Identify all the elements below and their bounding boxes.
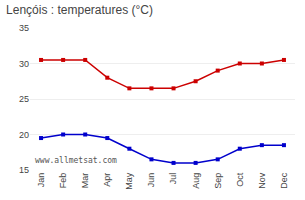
svg-text:Feb: Feb (58, 173, 68, 189)
svg-text:30: 30 (19, 59, 29, 69)
svg-text:Mar: Mar (80, 173, 90, 189)
svg-text:Aug: Aug (191, 173, 201, 189)
svg-text:Lençóis : temperatures (°C): Lençóis : temperatures (°C) (6, 3, 153, 17)
svg-text:35: 35 (19, 23, 29, 33)
svg-text:May: May (124, 172, 134, 190)
svg-text:www.allmetsat.com: www.allmetsat.com (35, 156, 117, 165)
svg-text:Apr: Apr (102, 173, 112, 187)
svg-text:Jan: Jan (36, 173, 46, 188)
svg-text:Jul: Jul (168, 173, 178, 185)
svg-text:Jun: Jun (146, 173, 156, 188)
svg-text:15: 15 (19, 165, 29, 175)
svg-text:Dec: Dec (279, 172, 289, 189)
svg-text:Nov: Nov (257, 172, 267, 189)
svg-text:25: 25 (19, 94, 29, 104)
svg-text:20: 20 (19, 130, 29, 140)
svg-text:Sep: Sep (213, 173, 223, 189)
svg-text:Oct: Oct (235, 172, 245, 187)
